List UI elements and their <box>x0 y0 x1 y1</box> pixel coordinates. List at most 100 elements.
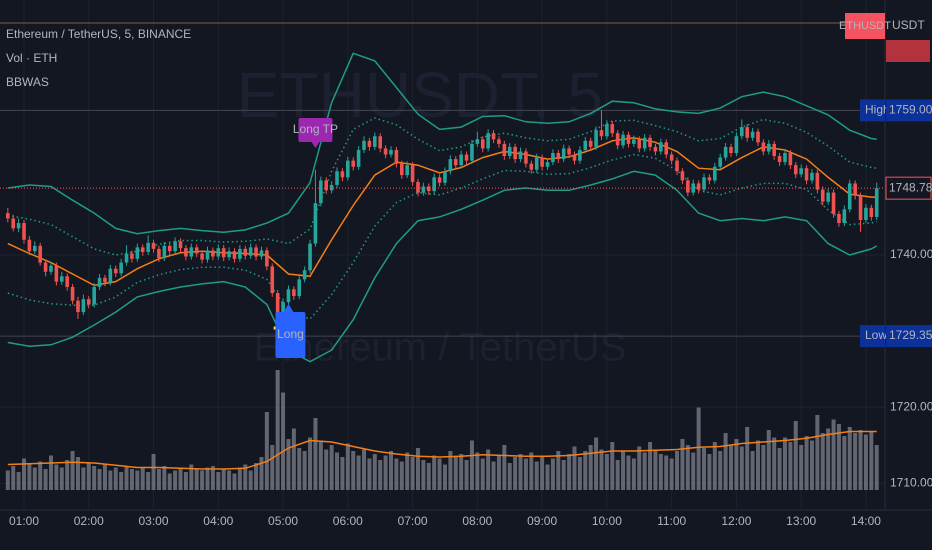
candle-body <box>572 154 577 161</box>
candle-body <box>178 241 183 249</box>
volume-bar <box>297 448 302 490</box>
candle-body <box>642 137 647 149</box>
candle-body <box>232 251 237 259</box>
candle-body <box>561 148 566 160</box>
volume-bar <box>469 440 474 490</box>
volume-bar <box>815 415 820 490</box>
volume-bar <box>799 445 804 490</box>
candle-body <box>659 142 663 152</box>
candle-body <box>59 276 64 282</box>
y-tick-label: 1710.00 <box>890 476 932 490</box>
volume-bar <box>324 449 329 490</box>
candle-body <box>669 154 674 161</box>
candle-body <box>815 172 820 190</box>
volume-bar <box>22 458 26 490</box>
candle-body <box>750 131 755 138</box>
volume-bar <box>610 442 615 490</box>
price-axis <box>885 0 932 550</box>
volume-bar <box>308 437 313 490</box>
candle-body <box>534 157 539 170</box>
candle-body <box>22 223 26 240</box>
candle-body <box>297 279 302 297</box>
candle-body <box>437 177 442 183</box>
symbol-tag <box>845 13 885 39</box>
volume-bar <box>772 437 777 490</box>
volume-bar <box>599 449 604 490</box>
candle-body <box>734 136 739 153</box>
volume-bar <box>421 460 426 490</box>
candle-body <box>38 245 42 263</box>
volume-bar <box>200 470 205 490</box>
volume-bar <box>210 466 215 490</box>
candle-body <box>648 137 652 147</box>
candle-body <box>32 245 37 252</box>
volume-bar <box>826 428 831 490</box>
volume-bar <box>146 472 151 490</box>
candle-body <box>146 242 150 252</box>
volume-bar <box>464 460 469 490</box>
candle-body <box>97 277 102 287</box>
volume-bar <box>221 469 226 490</box>
volume-bar <box>750 451 755 490</box>
candle-body <box>696 183 701 190</box>
x-tick-label: 06:00 <box>333 514 363 528</box>
volume-bar <box>793 421 798 490</box>
volume-bar <box>108 470 113 490</box>
candle-body <box>389 149 393 155</box>
candle-body <box>281 302 285 315</box>
volume-bar <box>92 466 97 490</box>
level-value: 1729.35 <box>889 328 932 342</box>
candle-body <box>513 146 517 160</box>
candle-body <box>680 171 685 181</box>
candle-body <box>869 207 874 217</box>
candle-body <box>254 247 258 257</box>
volume-bar <box>167 473 172 490</box>
volume-bar <box>367 458 372 490</box>
candle-body <box>211 250 215 257</box>
volume-bar <box>664 455 669 490</box>
candle-body <box>383 148 388 155</box>
candle-body <box>686 180 690 193</box>
volume-bar <box>836 424 841 490</box>
candle-body <box>745 127 749 138</box>
volume-bar <box>43 469 48 490</box>
volume-bar <box>405 452 410 490</box>
candle-body <box>194 247 199 254</box>
volume-bar <box>156 469 161 490</box>
candle-body <box>416 181 420 193</box>
volume-bar <box>658 454 663 490</box>
volume-bar <box>86 463 91 490</box>
volume-bar <box>270 445 275 490</box>
candle-body <box>777 156 782 163</box>
volume-bar <box>745 427 750 490</box>
volume-bar <box>189 464 194 490</box>
volume-bar <box>291 428 296 490</box>
volume-bar <box>642 452 647 490</box>
candle-body <box>702 177 706 190</box>
candle-body <box>405 165 409 176</box>
x-tick-label: 04:00 <box>203 514 233 528</box>
volume-bar <box>669 458 674 490</box>
candle-body <box>464 154 469 161</box>
candle-body <box>497 139 501 144</box>
volume-bar <box>869 431 874 490</box>
candle-body <box>518 151 523 160</box>
candle-body <box>227 251 231 258</box>
volume-bar <box>437 458 442 490</box>
candle-body <box>238 248 242 259</box>
volume-bar <box>59 467 64 490</box>
candle-body <box>189 247 194 257</box>
candle-body <box>853 183 857 196</box>
x-tick-label: 12:00 <box>721 514 751 528</box>
candle-body <box>432 177 436 192</box>
candle-body <box>810 172 814 181</box>
volume-bar <box>254 463 259 490</box>
candle-body <box>200 253 204 260</box>
candle-body <box>837 213 841 224</box>
candle-body <box>11 218 16 229</box>
candle-body <box>65 276 69 287</box>
candle-body <box>475 139 480 144</box>
volume-bar <box>502 445 507 490</box>
volume-bar <box>523 458 528 490</box>
band-line <box>7 52 877 235</box>
